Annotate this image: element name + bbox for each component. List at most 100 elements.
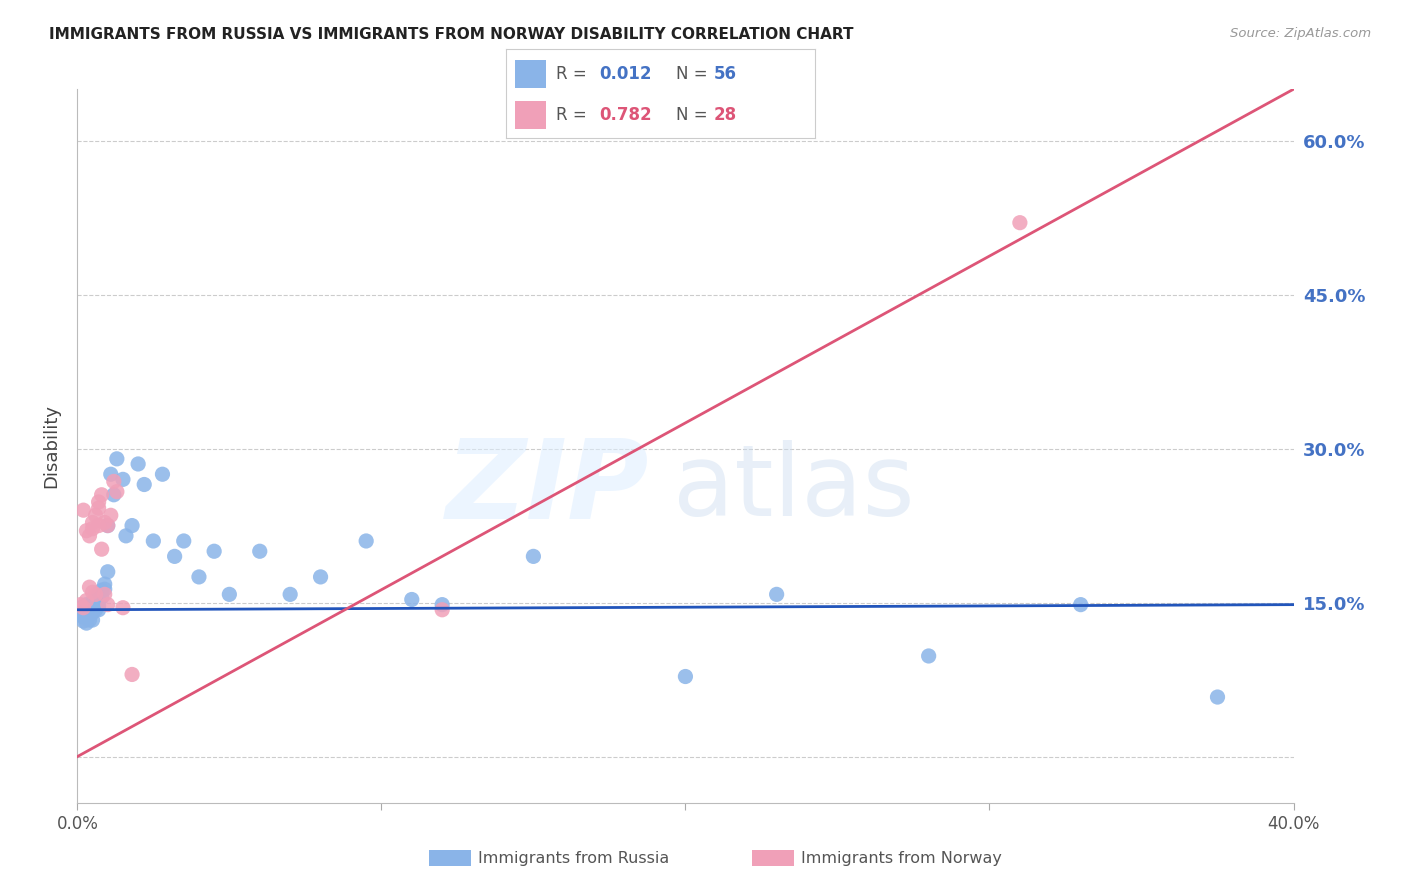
Point	[105, 484, 128, 499]
Text: N =: N =	[676, 65, 713, 83]
Point	[97, 565, 120, 579]
Point	[202, 544, 225, 558]
Point	[121, 518, 143, 533]
Point	[103, 488, 125, 502]
Point	[111, 600, 134, 615]
Point	[82, 600, 104, 615]
Point	[127, 457, 149, 471]
Point	[75, 603, 97, 617]
Text: atlas: atlas	[673, 441, 915, 537]
Bar	[516, 101, 547, 129]
Point	[401, 592, 423, 607]
Point	[278, 587, 301, 601]
Point	[79, 607, 101, 622]
Point	[87, 592, 110, 607]
Point	[105, 451, 128, 466]
Point	[82, 596, 104, 610]
Point	[430, 603, 453, 617]
Y-axis label: Disability: Disability	[42, 404, 60, 488]
Text: 56: 56	[713, 65, 737, 83]
Point	[218, 587, 240, 601]
Point	[121, 667, 143, 681]
Point	[69, 598, 91, 612]
Text: 28: 28	[713, 106, 737, 124]
Point	[84, 603, 107, 617]
Point	[430, 598, 453, 612]
Point	[90, 583, 112, 598]
Point	[84, 587, 107, 601]
Point	[765, 587, 787, 601]
Bar	[516, 60, 547, 88]
Point	[90, 542, 112, 557]
Point	[75, 598, 97, 612]
Point	[90, 488, 112, 502]
Point	[93, 587, 115, 601]
Point	[103, 475, 125, 489]
Point	[354, 533, 377, 548]
Point	[79, 580, 101, 594]
Text: R =: R =	[555, 106, 592, 124]
Text: R =: R =	[555, 65, 592, 83]
Point	[142, 533, 165, 548]
Point	[87, 501, 110, 516]
Point	[115, 529, 138, 543]
Point	[97, 518, 120, 533]
Point	[249, 544, 271, 558]
Point	[111, 472, 134, 486]
Point	[87, 495, 110, 509]
Point	[97, 518, 120, 533]
Point	[1008, 216, 1031, 230]
Point	[84, 508, 107, 523]
Point	[75, 609, 97, 624]
Point	[69, 607, 91, 622]
Point	[72, 614, 94, 628]
Text: IMMIGRANTS FROM RUSSIA VS IMMIGRANTS FROM NORWAY DISABILITY CORRELATION CHART: IMMIGRANTS FROM RUSSIA VS IMMIGRANTS FRO…	[49, 27, 853, 42]
Text: ZIP: ZIP	[446, 435, 650, 542]
Point	[82, 516, 104, 530]
Point	[84, 599, 107, 613]
Point	[87, 599, 110, 613]
Text: N =: N =	[676, 106, 713, 124]
Point	[97, 598, 120, 612]
Point	[87, 603, 110, 617]
Point	[75, 593, 97, 607]
Point	[93, 582, 115, 597]
Point	[100, 467, 122, 482]
Point	[87, 587, 110, 601]
Point	[163, 549, 186, 564]
Point	[522, 549, 544, 564]
Point	[93, 516, 115, 530]
Point	[79, 613, 101, 627]
Point	[309, 570, 332, 584]
Point	[152, 467, 174, 482]
Point	[82, 585, 104, 599]
Point	[72, 503, 94, 517]
Point	[75, 524, 97, 538]
Point	[675, 669, 697, 683]
Point	[134, 477, 156, 491]
Point	[75, 616, 97, 631]
Point	[82, 606, 104, 620]
Text: 0.012: 0.012	[599, 65, 651, 83]
Point	[188, 570, 211, 584]
Point	[79, 600, 101, 615]
Point	[69, 600, 91, 615]
Text: Immigrants from Russia: Immigrants from Russia	[478, 851, 669, 865]
Text: 0.782: 0.782	[599, 106, 651, 124]
Point	[173, 533, 195, 548]
Point	[87, 518, 110, 533]
Point	[1070, 598, 1092, 612]
Text: Source: ZipAtlas.com: Source: ZipAtlas.com	[1230, 27, 1371, 40]
Point	[1206, 690, 1229, 704]
Point	[82, 613, 104, 627]
Point	[84, 593, 107, 607]
Point	[72, 603, 94, 617]
Point	[79, 529, 101, 543]
Point	[72, 610, 94, 624]
Point	[100, 508, 122, 523]
Point	[918, 648, 941, 663]
Point	[82, 522, 104, 536]
Text: Immigrants from Norway: Immigrants from Norway	[801, 851, 1002, 865]
Point	[90, 591, 112, 605]
Point	[93, 577, 115, 591]
